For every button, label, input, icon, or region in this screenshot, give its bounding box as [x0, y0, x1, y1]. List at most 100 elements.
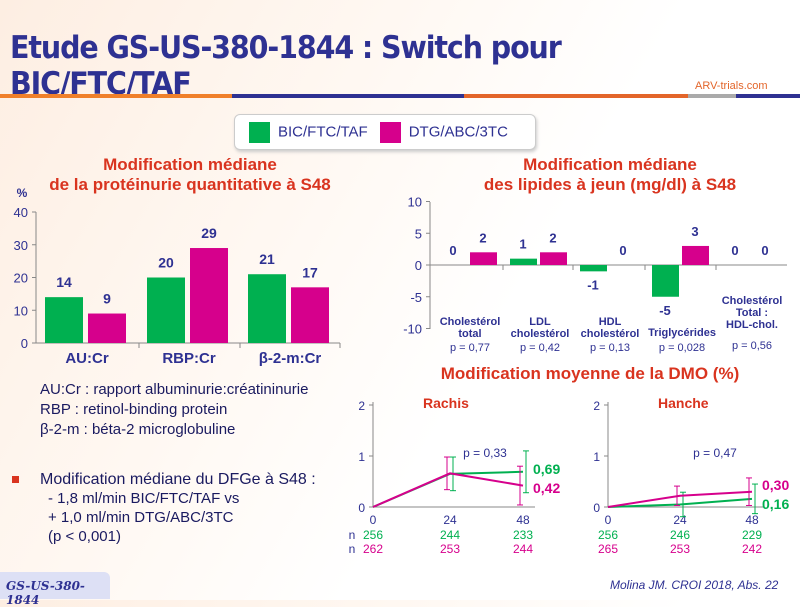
n-label: n [349, 542, 356, 556]
series-line [372, 472, 524, 508]
bar-value-label: 2 [549, 230, 556, 245]
bar [291, 287, 329, 343]
bar [190, 248, 228, 343]
y-tick-label: -5 [410, 290, 422, 305]
n-value: 244 [513, 542, 533, 556]
series-line [607, 497, 753, 508]
bar [682, 245, 709, 265]
x-tick-label: 48 [745, 513, 759, 527]
end-value-label: 0,69 [533, 461, 560, 477]
lipids-chart-title: Modification médiane des lipides à jeun (… [440, 155, 780, 195]
note: β-2-m : béta-2 microglobuline [40, 421, 236, 438]
n-value: 253 [440, 542, 460, 556]
reference: Molina JM. CROI 2018, Abs. 22 [610, 578, 779, 592]
dfge-line: (p < 0,001) [48, 528, 121, 545]
note: AU:Cr : rapport albuminurie:créatininuri… [40, 381, 309, 398]
x-tick-label: 24 [673, 513, 687, 527]
x-tick-label: 24 [443, 513, 457, 527]
bar-value-label: 0 [731, 243, 738, 258]
p-value-label: p = 0,028 [659, 342, 705, 354]
y-tick-label: 20 [14, 271, 28, 286]
bar [470, 252, 497, 265]
p-value-label: p = 0,47 [693, 446, 737, 460]
bar [510, 258, 537, 265]
legend-label: DTG/ABC/3TC [408, 122, 508, 140]
bar-value-label: 17 [302, 264, 318, 280]
magenta-swatch-icon [379, 121, 401, 143]
legend-label: BIC/FTC/TAF [278, 122, 368, 140]
dfge-summary: Modification médiane du DFGe à S48 : - 1… [40, 470, 316, 546]
abbreviation-notes: AU:Cr : rapport albuminurie:créatininuri… [40, 380, 308, 440]
end-value-label: 0,42 [533, 480, 560, 496]
slide-title: Etude GS-US-380-1844 : Switch pour BIC/F… [10, 30, 562, 102]
category-label: Triglycérides [648, 327, 716, 339]
dfge-details: - 1,8 ml/min BIC/FTC/TAF vs + 1,0 ml/min… [40, 489, 316, 546]
bmd-section-title: Modification moyenne de la DMO (%) [440, 364, 740, 383]
p-value-label: p = 0,42 [520, 342, 560, 354]
p-value-label: p = 0,56 [732, 340, 772, 352]
bar [248, 274, 286, 343]
y-tick-label: 40 [14, 205, 28, 220]
bar-value-label: 0 [761, 243, 768, 258]
panel-title: Rachis [423, 395, 469, 411]
category-label: Cholestérol [722, 295, 783, 307]
bar-value-label: 20 [158, 255, 174, 271]
bar-value-label: 21 [259, 251, 275, 267]
series-line [607, 490, 753, 508]
note: RBP : retinol-binding protein [40, 401, 228, 418]
n-value: 229 [742, 528, 762, 542]
category-label: HDL [599, 316, 622, 328]
y-tick-label: 2 [593, 399, 600, 413]
bar [45, 297, 83, 343]
y-tick-label: 1 [358, 450, 365, 464]
p-value-label: p = 0,77 [450, 342, 490, 354]
legend: BIC/FTC/TAF DTG/ABC/3TC [234, 114, 536, 150]
n-value: 256 [363, 528, 383, 542]
bar [540, 252, 567, 265]
title-line: Modification médiane [523, 155, 697, 174]
title-line: Modification médiane [103, 155, 277, 174]
bar [88, 313, 126, 343]
n-value: 242 [742, 542, 762, 556]
category-label: AU:Cr [65, 350, 108, 367]
y-tick-label: 0 [415, 258, 422, 273]
y-tick-label: 1 [593, 450, 600, 464]
bar-value-label: 14 [56, 274, 72, 290]
bar-value-label: 29 [201, 225, 217, 241]
bar [147, 277, 185, 343]
bar [580, 265, 607, 272]
legend-item-dtg: DTG/ABC/3TC [379, 121, 508, 143]
category-label: Total : [736, 307, 768, 319]
category-label: LDL [529, 316, 551, 328]
y-tick-label: 0 [21, 336, 28, 351]
legend-item-bic: BIC/FTC/TAF [249, 121, 368, 143]
panel-title: Hanche [658, 395, 709, 411]
title-divider [0, 94, 800, 98]
bar-value-label: 0 [619, 243, 626, 258]
n-value: 253 [670, 542, 690, 556]
dfge-heading: Modification médiane du DFGe à S48 : [40, 471, 316, 488]
end-value-label: 0,30 [762, 477, 789, 493]
y-tick-label: 0 [358, 501, 365, 515]
p-value-label: p = 0,13 [590, 342, 630, 354]
n-value: 233 [513, 528, 533, 542]
title-line: des lipides à jeun (mg/dl) à S48 [483, 175, 737, 194]
category-label: cholestérol [581, 328, 640, 340]
green-swatch-icon [249, 121, 270, 143]
arv-trials-logo: ARV-trials.com [692, 80, 771, 92]
bar-value-label: 9 [103, 291, 111, 307]
x-tick-label: 0 [605, 513, 612, 527]
bar-value-label: 1 [519, 237, 526, 252]
bar-value-label: -1 [587, 277, 599, 292]
category-label: cholestérol [511, 328, 570, 340]
x-tick-label: 0 [370, 513, 377, 527]
n-value: 246 [670, 528, 690, 542]
dfge-line: + 1,0 ml/min DTG/ABC/3TC [48, 509, 234, 526]
n-value: 256 [598, 528, 618, 542]
proteinuria-chart-title: Modification médiane de la protéinurie qu… [20, 155, 360, 195]
y-tick-label: 10 [14, 303, 28, 318]
category-label: β-2-m:Cr [259, 350, 322, 367]
bar-value-label: 2 [479, 230, 486, 245]
n-label: n [349, 528, 356, 542]
